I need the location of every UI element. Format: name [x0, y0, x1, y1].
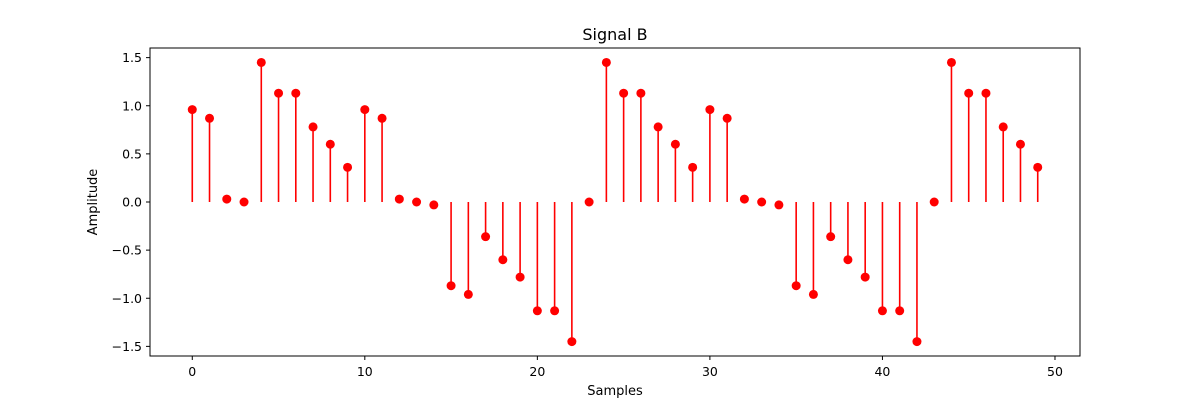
stem-marker — [584, 197, 594, 207]
stem-marker — [429, 200, 439, 210]
plot-area — [149, 47, 1081, 357]
stem-marker — [463, 289, 473, 299]
y-tick-label: 1.5 — [122, 50, 142, 65]
stem-marker — [550, 306, 560, 316]
stem-marker — [670, 139, 680, 149]
stem-marker — [481, 232, 491, 242]
stem-marker — [739, 194, 749, 204]
stem-marker — [843, 255, 853, 265]
stem-marker — [256, 57, 266, 67]
y-tick-label: 0.0 — [122, 195, 142, 210]
x-tick-label: 50 — [1047, 364, 1063, 379]
x-tick-label: 10 — [357, 364, 373, 379]
y-tick-label: −0.5 — [112, 243, 142, 258]
stem-marker — [964, 88, 974, 98]
stem-marker — [912, 337, 922, 347]
stem-marker — [705, 105, 715, 115]
stem-marker — [877, 306, 887, 316]
stem-marker — [274, 88, 284, 98]
stem-marker — [929, 197, 939, 207]
stem-marker — [343, 162, 353, 172]
stem-marker — [722, 113, 732, 123]
stem-marker — [567, 337, 577, 347]
stem-marker — [757, 197, 767, 207]
stem-marker — [515, 272, 525, 282]
stem-marker — [601, 57, 611, 67]
y-axis-ticks: −1.5 −1.0 −0.5 0.0 0.5 1.0 1.5 — [112, 50, 150, 354]
stem-marker — [1033, 162, 1043, 172]
stem-marker — [826, 232, 836, 242]
stem-marker — [187, 105, 197, 115]
x-axis-label: Samples — [587, 384, 643, 399]
stem-marker — [946, 57, 956, 67]
x-axis-ticks: 0 10 20 30 40 50 — [188, 356, 1063, 379]
stem-marker — [394, 194, 404, 204]
stem-marker — [308, 122, 318, 132]
stem-marker — [498, 255, 508, 265]
stem-marker — [1015, 139, 1025, 149]
stem-marker — [774, 200, 784, 210]
stem-marker — [532, 306, 542, 316]
stem-marker — [325, 139, 335, 149]
x-tick-label: 30 — [702, 364, 718, 379]
stem-lines — [191, 62, 1039, 342]
y-axis-label: Amplitude — [86, 169, 101, 236]
stem-marker — [808, 289, 818, 299]
stem-marker — [688, 162, 698, 172]
stem-marker — [222, 194, 232, 204]
stem-marker — [446, 281, 456, 291]
x-tick-label: 0 — [188, 364, 196, 379]
stem-marker — [791, 281, 801, 291]
stem-marker — [205, 113, 215, 123]
stem-marker — [998, 122, 1008, 132]
x-tick-label: 40 — [874, 364, 890, 379]
stem-marker — [412, 197, 422, 207]
stem-marker — [636, 88, 646, 98]
y-tick-label: 1.0 — [122, 98, 142, 113]
chart-title: Signal B — [582, 25, 647, 44]
stem-marker — [239, 197, 249, 207]
stem-marker — [619, 88, 629, 98]
stem-marker — [291, 88, 301, 98]
y-tick-label: −1.0 — [112, 291, 142, 306]
y-tick-label: −1.5 — [112, 339, 142, 354]
plot-frame — [149, 47, 1081, 357]
stem-marker — [653, 122, 663, 132]
stem-marker — [860, 272, 870, 282]
stem-marker — [377, 113, 387, 123]
stem-markers — [187, 57, 1043, 347]
stem-marker — [895, 306, 905, 316]
x-tick-label: 20 — [529, 364, 545, 379]
stem-marker — [360, 105, 370, 115]
stem-marker — [981, 88, 991, 98]
y-tick-label: 0.5 — [122, 146, 142, 161]
